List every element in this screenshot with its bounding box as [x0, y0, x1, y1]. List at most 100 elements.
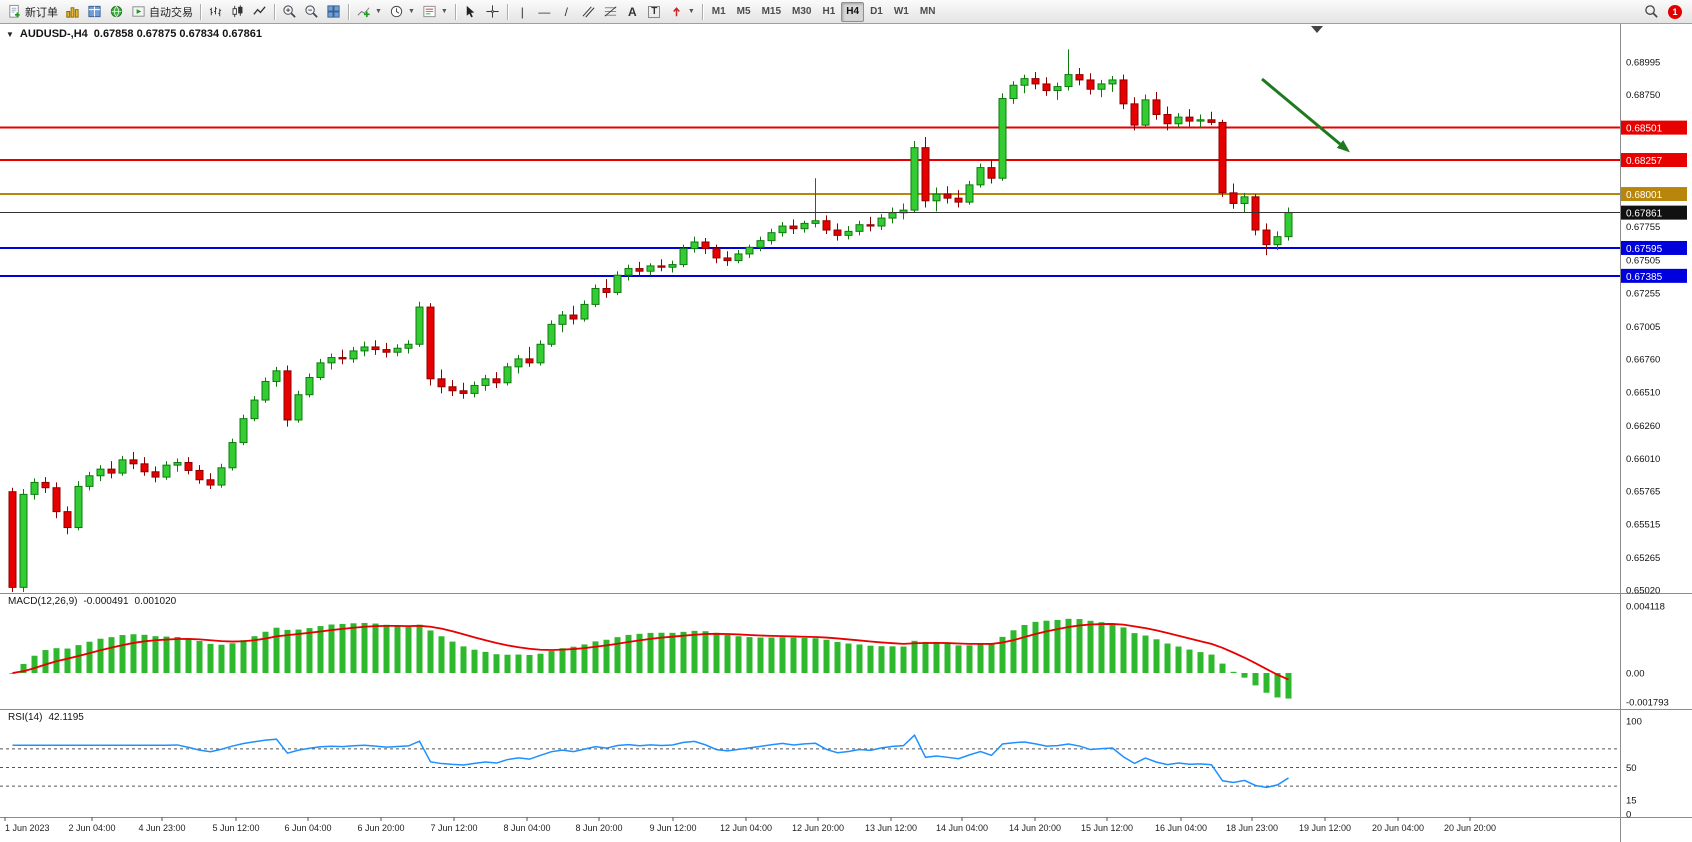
macd-histogram-bar [240, 640, 247, 673]
macd-histogram-bar [1054, 619, 1061, 673]
macd-signal-line [12, 623, 1289, 681]
axis-label: 0.67505 [1626, 255, 1660, 266]
text-tool[interactable]: A [622, 2, 643, 22]
macd-histogram-bar [207, 643, 214, 673]
candle-body [1064, 74, 1073, 88]
periods-button[interactable]: ▼ [386, 2, 418, 22]
data-window-button[interactable] [84, 2, 105, 22]
candle-body [580, 303, 589, 320]
axis-label: 0.65765 [1626, 487, 1660, 498]
timeframe-h4[interactable]: H4 [841, 1, 865, 22]
candle-body [558, 314, 567, 325]
channel-tool[interactable] [578, 2, 599, 22]
label-tool[interactable]: T [644, 2, 665, 22]
axis-label: 0.67255 [1626, 289, 1660, 300]
macd-histogram-bar [218, 644, 225, 673]
chart-shift-marker[interactable] [1311, 26, 1323, 33]
navigator-button[interactable] [106, 2, 127, 22]
macd-histogram-bar [845, 643, 852, 673]
price-tag-label: 0.67385 [1626, 272, 1663, 283]
time-scale[interactable]: 1 Jun 2023 2 Jun 04:00 4 Jun 23:00 5 Jun 12… [4, 817, 1496, 833]
crosshair-button[interactable] [482, 2, 503, 22]
timeframe-m5[interactable]: M5 [736, 6, 751, 17]
arrows-tool[interactable]: ▼ [666, 2, 698, 22]
candle-body [1141, 99, 1150, 126]
horizontal-line-tool[interactable]: — [534, 2, 555, 22]
macd-histogram-bar [1164, 643, 1171, 673]
indicators-icon [357, 7, 370, 18]
search-button[interactable] [1641, 2, 1662, 22]
toolbar-separator [274, 3, 275, 20]
trendline-tool[interactable]: / [556, 2, 577, 22]
price-tag [1621, 120, 1687, 135]
candle-body [1097, 83, 1106, 90]
zoom-in-button[interactable] [279, 2, 300, 22]
timeframe-h1[interactable]: H1 [822, 6, 836, 17]
collapse-panel-icon[interactable]: ▼ [6, 29, 14, 39]
chart-canvas[interactable]: 0.68995 0.68750 0.67755 0.67505 0.67255 0.670… [0, 24, 1692, 842]
price-tag-label: 0.68501 [1626, 124, 1663, 135]
cursor-button[interactable] [460, 2, 481, 22]
trend-arrow-annotation[interactable] [1261, 77, 1341, 146]
timeframe-m15[interactable]: M15 [761, 6, 782, 17]
hlines-layer[interactable] [0, 126, 1620, 277]
notification-badge[interactable]: 1 [1668, 4, 1682, 19]
autotrading-button[interactable]: 自动交易 [128, 2, 196, 22]
candle-body [195, 469, 204, 481]
price-scale[interactable]: 0.68995 0.68750 0.67755 0.67505 0.67255 0.670… [1621, 58, 1687, 821]
macd-label: MACD(12,26,9) -0.000491 0.001020 [8, 596, 176, 607]
candle-body [338, 357, 347, 360]
macd-histogram-bar [372, 623, 379, 673]
chart-region[interactable]: 0.68995 0.68750 0.67755 0.67505 0.67255 0.670… [0, 24, 1692, 842]
bar-chart-button[interactable] [205, 2, 226, 22]
new-order-button[interactable]: 新订单 [4, 2, 61, 22]
macd-histogram-bar [130, 634, 137, 673]
macd-histogram-bar [361, 622, 368, 673]
macd-histogram-bar [196, 641, 203, 673]
chevron-down-icon: ▼ [407, 8, 415, 15]
candle-body [1196, 119, 1205, 122]
templates-button[interactable]: ▼ [419, 2, 451, 22]
price-tag [1621, 187, 1687, 202]
line-chart-button[interactable] [249, 2, 270, 22]
timeframe-m30[interactable]: M30 [792, 6, 812, 17]
candle-body [250, 399, 259, 420]
timeframe-mn[interactable]: MN [919, 6, 936, 17]
macd-histogram-bar [944, 643, 951, 673]
timeframe-d1[interactable]: D1 [870, 6, 883, 17]
macd-histogram-bar [768, 637, 775, 673]
macd-histogram-bar [702, 631, 709, 673]
zoom-out-button[interactable] [301, 2, 322, 22]
market-watch-button[interactable] [62, 2, 83, 22]
macd-histogram-bar [229, 643, 236, 673]
macd-histogram-bar [273, 627, 280, 673]
candle-body [976, 167, 985, 186]
candle-body [162, 464, 171, 478]
tile-windows-button[interactable] [323, 2, 344, 22]
toolbar-separator [701, 3, 703, 20]
macd-histogram-bar [86, 641, 93, 673]
macd-histogram-bar [680, 631, 687, 673]
macd-histogram-bar [746, 637, 753, 673]
macd-histogram-bar [955, 645, 962, 673]
chevron-down-icon: ▼ [375, 8, 382, 15]
timeframe-w1[interactable]: W1 [893, 6, 909, 17]
macd-histogram-bar [757, 637, 764, 673]
time-label: 14 Jun 20:00 [1009, 823, 1061, 833]
candle-body [74, 485, 83, 529]
candle-body [767, 232, 776, 242]
macd-histogram-bar [427, 630, 434, 673]
macd-histogram-bar [141, 634, 148, 673]
candle-body [602, 287, 611, 293]
macd-histogram-bar [1065, 618, 1072, 673]
indicators-button[interactable]: ▼ [353, 2, 385, 22]
tile-windows-icon [327, 5, 340, 18]
macd-histogram-bar [20, 663, 27, 673]
macd-histogram-bar [97, 638, 104, 673]
candlestick-chart-button[interactable] [227, 2, 248, 22]
candle-body [129, 459, 138, 465]
fibonacci-tool[interactable] [600, 2, 621, 22]
macd-main-value: -0.000491 [83, 596, 129, 607]
vertical-line-tool[interactable]: | [512, 2, 533, 22]
timeframe-m1[interactable]: M1 [711, 6, 726, 17]
